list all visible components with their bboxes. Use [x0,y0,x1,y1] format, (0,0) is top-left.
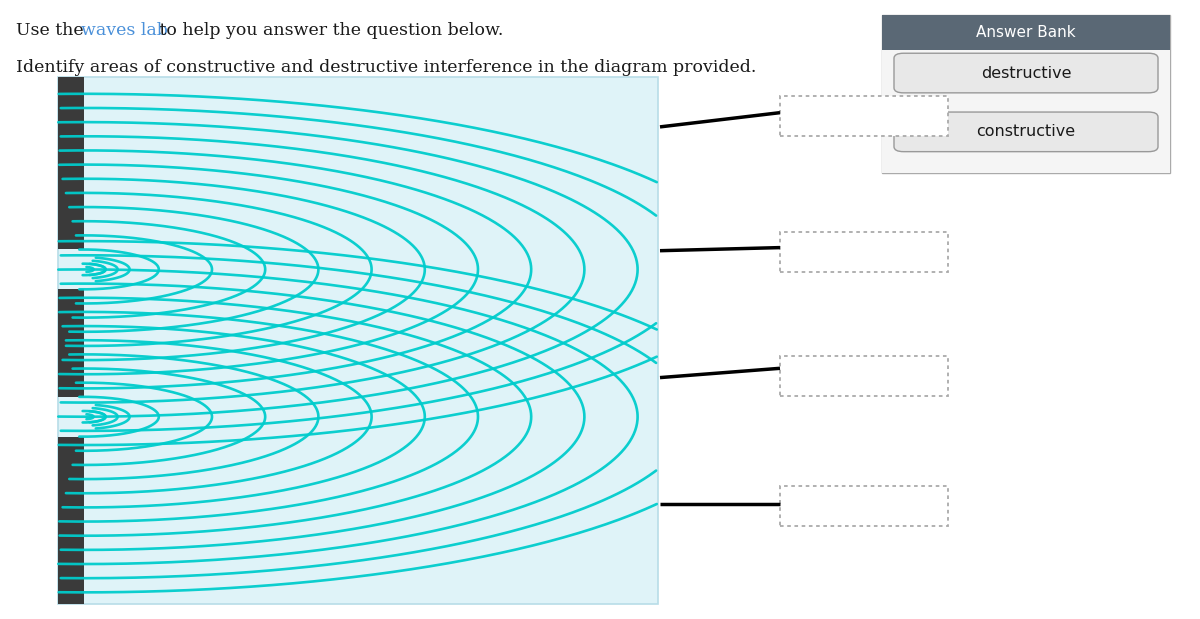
Bar [780,96,948,136]
Bar [780,232,948,272]
Bar [58,290,84,397]
Text: Identify areas of constructive and destructive interference in the diagram provi: Identify areas of constructive and destr… [16,59,756,76]
Bar [780,356,948,396]
Bar [882,15,1170,50]
Text: Use the: Use the [16,22,89,38]
Bar [58,437,84,604]
Bar [780,486,948,526]
Text: Answer Bank: Answer Bank [976,25,1076,40]
Bar [58,77,84,249]
Text: waves lab: waves lab [80,22,168,38]
Text: destructive: destructive [980,66,1072,80]
Text: to help you answer the question below.: to help you answer the question below. [155,22,504,38]
Text: constructive: constructive [977,124,1075,139]
Bar [58,77,658,604]
FancyBboxPatch shape [894,53,1158,93]
FancyBboxPatch shape [894,112,1158,152]
Bar [882,15,1170,173]
Bar [882,50,1170,173]
